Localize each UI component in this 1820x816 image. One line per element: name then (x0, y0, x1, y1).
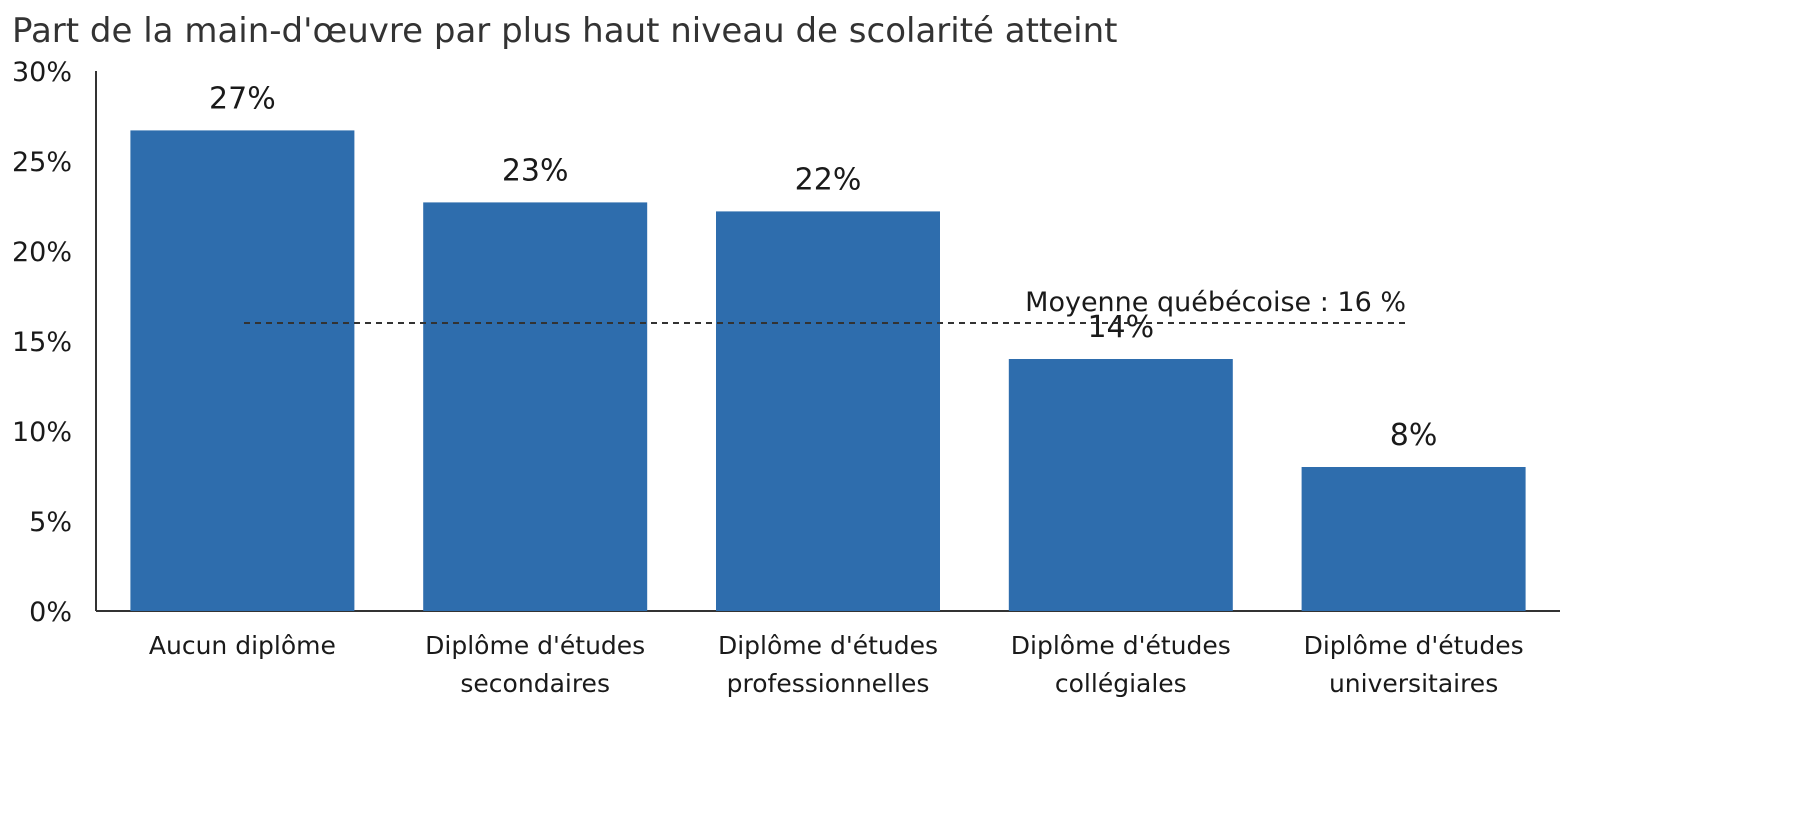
bar (423, 202, 648, 611)
data-label: 23% (502, 153, 569, 188)
y-tick-label: 20% (12, 237, 72, 268)
x-tick-label: secondaires (460, 669, 610, 698)
x-tick-label: Diplôme d'études (1011, 631, 1231, 660)
data-label: 22% (795, 162, 862, 197)
y-tick-label: 30% (12, 57, 72, 88)
bars (130, 130, 1526, 611)
bar (716, 211, 940, 611)
bar (130, 130, 355, 611)
data-label: 14% (1087, 310, 1154, 345)
chart-title: Part de la main-d'œuvre par plus haut ni… (12, 11, 1118, 51)
x-tick-label: professionnelles (727, 669, 930, 698)
x-tick-label: Diplôme d'études (425, 631, 645, 660)
x-axis-categories: Aucun diplôme Diplôme d'études secondaires… (149, 631, 1524, 698)
y-axis-ticks: 0% 5% 10% 15% 20% 25% 30% (12, 57, 72, 628)
x-tick-label: collégiales (1055, 669, 1187, 698)
y-tick-label: 10% (12, 417, 72, 448)
data-label: 27% (209, 81, 276, 116)
bar (1008, 359, 1233, 611)
bar (1301, 467, 1526, 611)
x-tick-label: Diplôme d'études (718, 631, 938, 660)
reference-line-group: Moyenne québécoise : 16 % (244, 287, 1410, 324)
x-tick-label: universitaires (1329, 669, 1498, 698)
x-tick-label: Aucun diplôme (149, 631, 336, 660)
y-tick-label: 25% (12, 147, 72, 178)
x-tick-label: Diplôme d'études (1304, 631, 1524, 660)
y-tick-label: 0% (29, 597, 72, 628)
data-label: 8% (1390, 418, 1438, 453)
average-reference-label: Moyenne québécoise : 16 % (1025, 287, 1406, 318)
data-labels: 27% 23% 22% 14% 8% (209, 81, 1437, 453)
y-tick-label: 5% (29, 507, 72, 538)
y-tick-label: 15% (12, 327, 72, 358)
